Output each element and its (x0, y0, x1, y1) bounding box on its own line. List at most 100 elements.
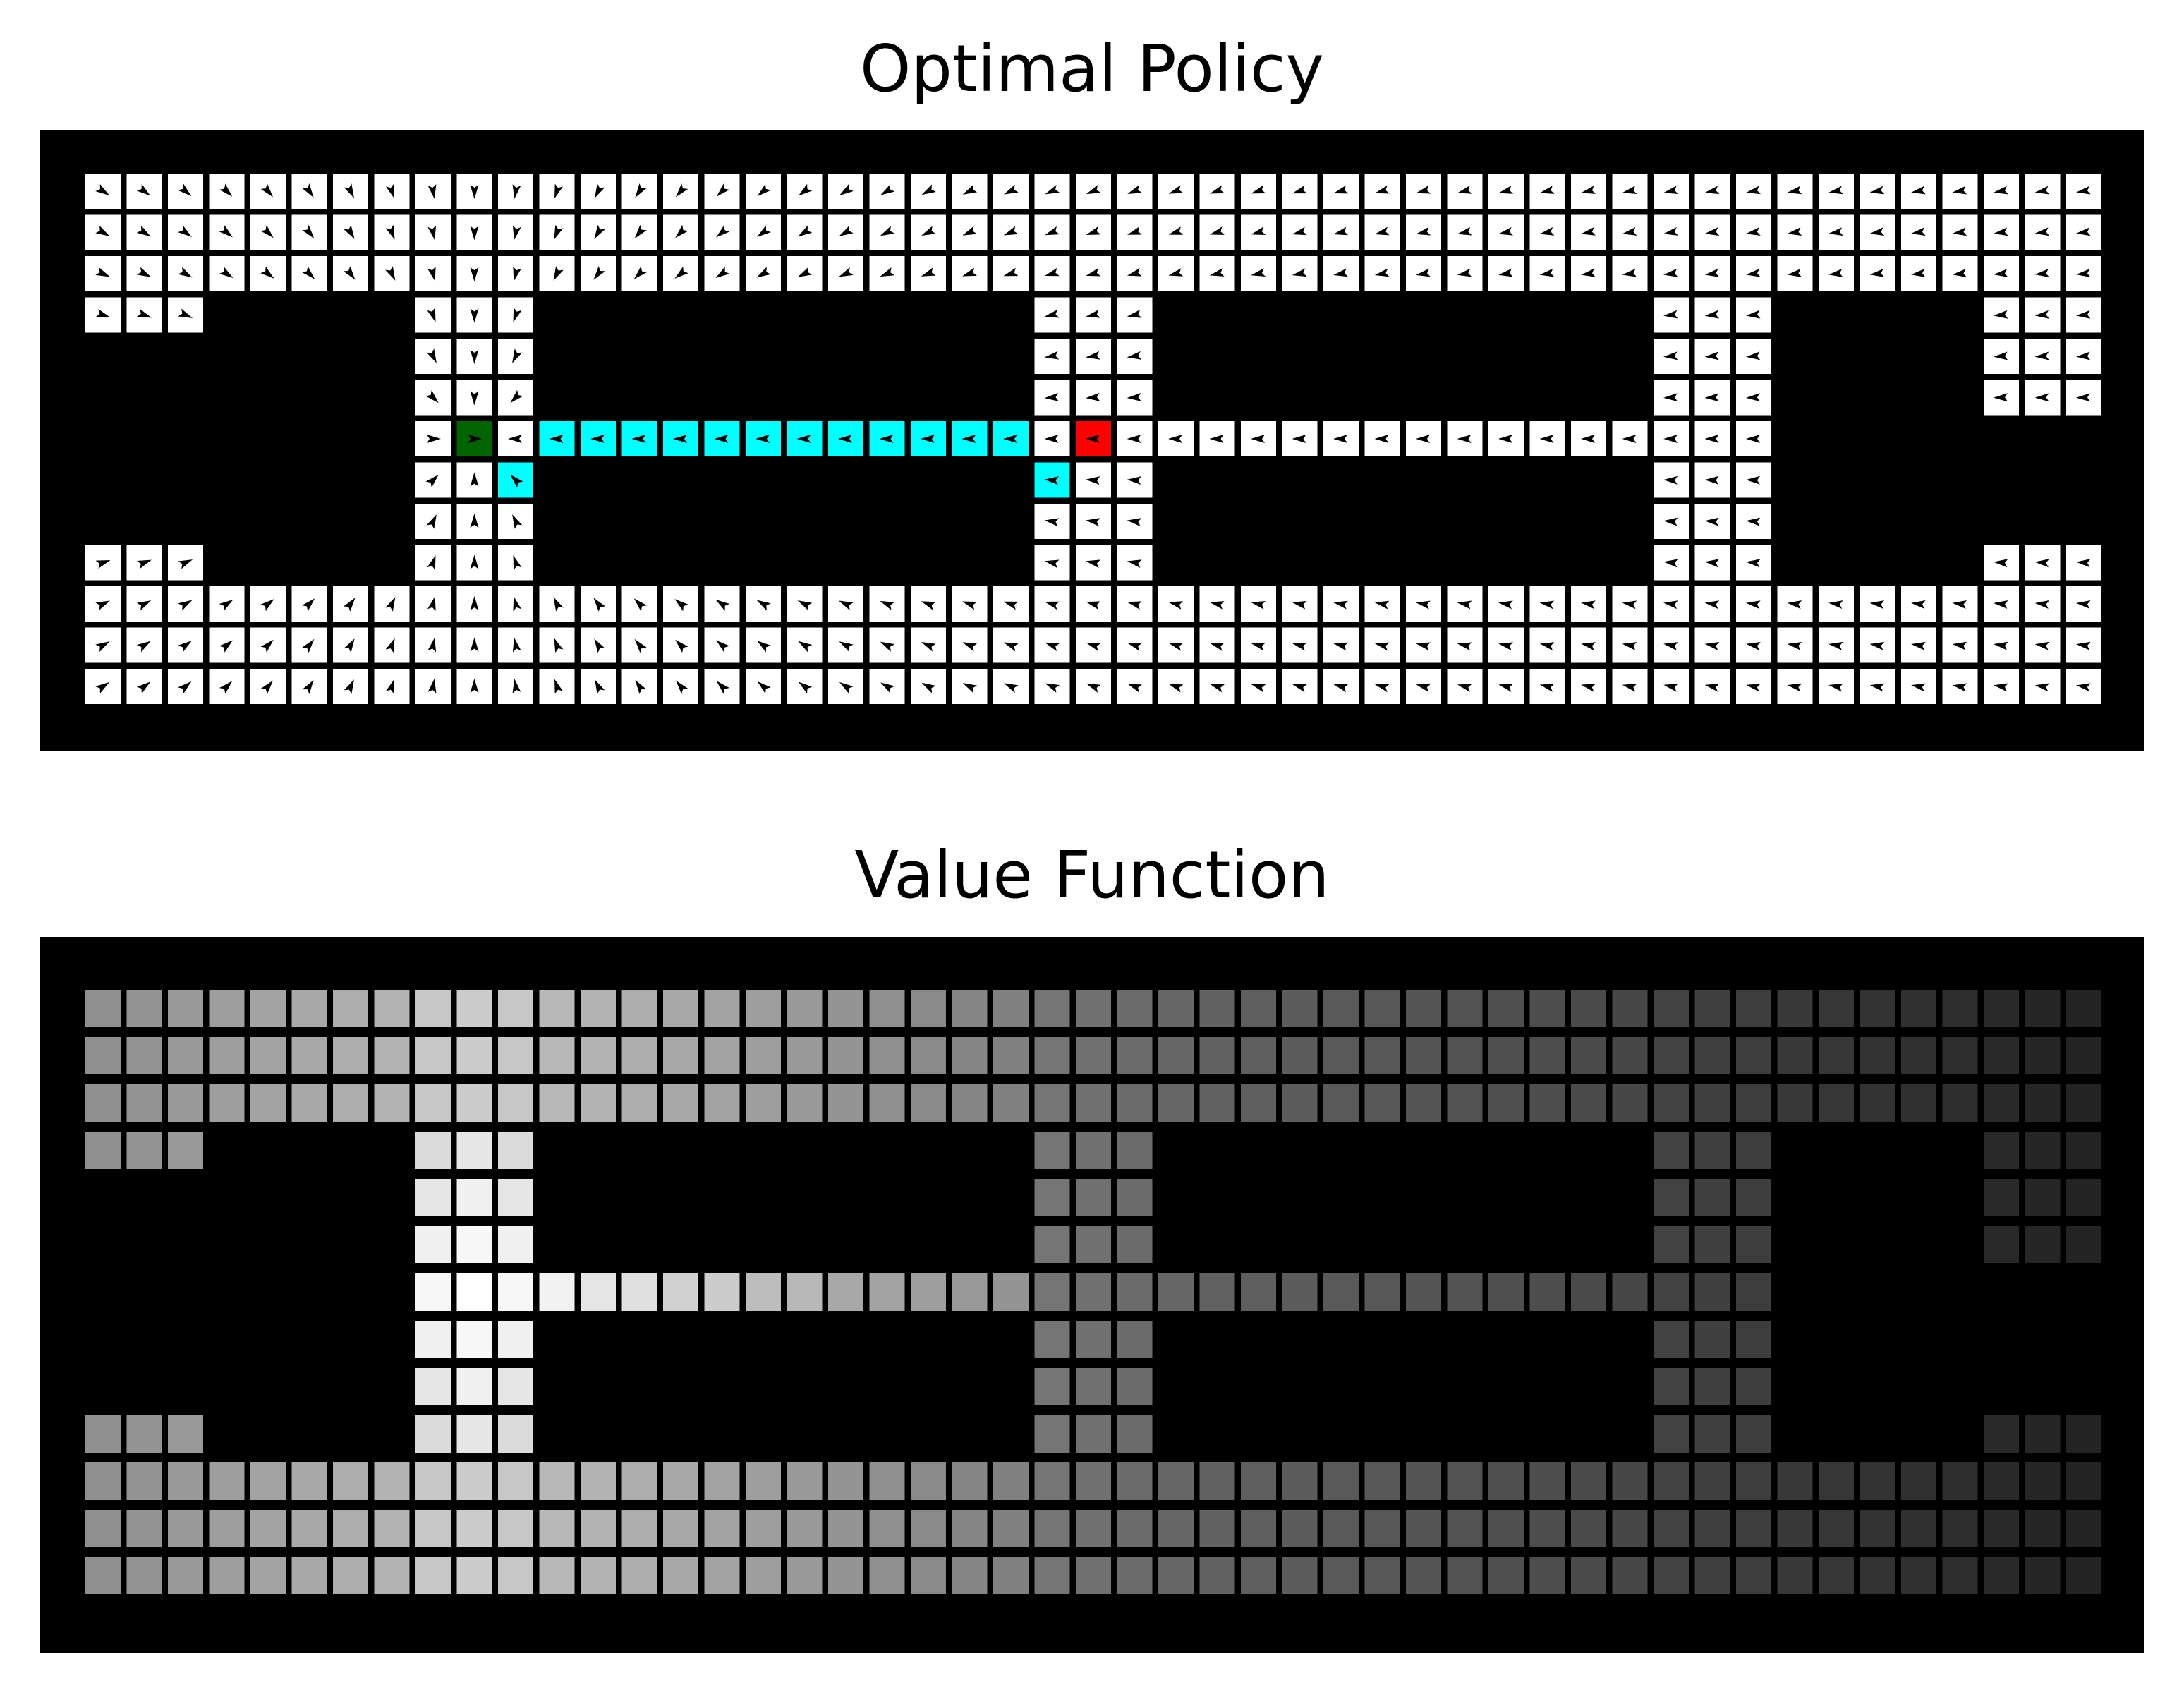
value-cell (828, 1273, 863, 1311)
policy-arrow-icon (1044, 518, 1060, 527)
value-cell (333, 1084, 368, 1122)
policy-arrow-icon (921, 641, 936, 652)
policy-arrow-icon (1911, 641, 1926, 650)
policy-arrow-icon (1828, 641, 1843, 650)
policy-arrow-icon (1994, 641, 2008, 650)
value-cell (85, 1037, 121, 1074)
value-cell (1117, 1273, 1153, 1311)
value-cell (85, 1084, 121, 1122)
value-cell (333, 1462, 368, 1500)
value-cell (1694, 1321, 1730, 1358)
value-cell (333, 1510, 368, 1547)
value-cell (1076, 1037, 1111, 1074)
policy-arrow-icon (1994, 310, 2008, 319)
policy-arrow-icon (1869, 268, 1885, 277)
policy-arrow-icon (594, 224, 605, 239)
value-cell (1282, 1557, 1318, 1594)
value-cell (663, 1273, 698, 1311)
policy-arrow-icon (1994, 227, 2008, 236)
policy-arrow-icon (1663, 351, 1678, 360)
policy-arrow-icon (1994, 600, 2008, 609)
value-cell (498, 1557, 533, 1594)
policy-arrow-icon (1333, 600, 1348, 610)
policy-arrow-icon (219, 640, 233, 653)
value-cell (993, 1557, 1029, 1594)
value-cell (1117, 1179, 1153, 1216)
policy-arrow-icon (508, 435, 522, 443)
value-cell (456, 990, 492, 1027)
value-cell (126, 1037, 162, 1074)
value-cell (2066, 1084, 2101, 1122)
value-cell (1364, 1557, 1400, 1594)
policy-arrow-icon (1704, 600, 1720, 610)
value-cell (1984, 990, 2019, 1027)
policy-arrow-icon (1457, 268, 1472, 277)
value-cell (168, 1084, 203, 1122)
policy-arrow-icon (1457, 226, 1472, 236)
value-cell (704, 990, 740, 1027)
value-cell (415, 1321, 451, 1358)
value-cell (498, 1273, 533, 1311)
policy-arrow-icon (1539, 600, 1555, 610)
policy-arrow-icon (1828, 683, 1843, 692)
value-cell (1571, 1273, 1606, 1311)
value-cell (126, 1510, 162, 1547)
policy-arrow-icon (385, 679, 394, 694)
value-cell (1694, 1273, 1730, 1311)
policy-arrow-icon (1787, 641, 1802, 650)
policy-arrow-icon (1045, 683, 1060, 693)
policy-arrow-icon (2076, 559, 2091, 568)
value-cell (1488, 990, 1524, 1027)
value-cell (1984, 1179, 2019, 1216)
value-cell (291, 1510, 327, 1547)
value-cell (168, 1557, 203, 1594)
policy-arrow-icon (961, 435, 976, 443)
value-cell (2066, 1179, 2101, 1216)
value-cell (250, 1462, 286, 1500)
policy-arrow-icon (136, 183, 151, 196)
value-cell (787, 990, 823, 1027)
policy-arrow-icon (1746, 268, 1761, 277)
value-cell (1942, 990, 1978, 1027)
policy-arrow-icon (1086, 392, 1100, 401)
value-cell (911, 1557, 946, 1594)
value-cell (828, 1084, 863, 1122)
value-cell (1447, 1462, 1483, 1500)
value-cell (1199, 1084, 1235, 1122)
policy-arrow-icon (674, 266, 688, 279)
policy-arrow-icon (1457, 185, 1472, 194)
policy-arrow-icon (470, 391, 479, 406)
policy-arrow-icon (1333, 642, 1349, 651)
policy-arrow-icon (178, 183, 192, 197)
value-cell (539, 1557, 575, 1594)
value-cell (1819, 1084, 1854, 1122)
policy-arrow-icon (962, 601, 977, 610)
policy-arrow-icon (513, 555, 522, 570)
value-cell (1447, 1273, 1483, 1311)
policy-arrow-icon (756, 435, 770, 443)
value-cell (1117, 1462, 1153, 1500)
policy-arrow-icon (595, 679, 605, 694)
policy-arrow-icon (1292, 185, 1307, 194)
value-cell (2025, 1415, 2061, 1453)
policy-arrow-icon (513, 308, 522, 322)
value-cell (1076, 1462, 1111, 1500)
value-cell (1901, 1510, 1936, 1547)
value-cell (621, 1037, 657, 1074)
policy-arrow-icon (1045, 184, 1060, 195)
policy-arrow-icon (880, 226, 895, 236)
policy-arrow-icon (1704, 559, 1720, 568)
policy-arrow-icon (1209, 226, 1225, 235)
value-cell (1241, 1462, 1276, 1500)
value-cell (1654, 1132, 1689, 1169)
value-cell (1034, 990, 1070, 1027)
policy-arrow-icon (715, 267, 730, 279)
policy-arrow-icon (1994, 683, 2008, 692)
policy-arrow-icon (427, 596, 436, 612)
value-cell (1612, 1462, 1648, 1500)
value-cell (456, 1226, 492, 1263)
value-cell (828, 1462, 863, 1500)
value-cell (1158, 1462, 1194, 1500)
policy-arrow-icon (631, 435, 646, 443)
policy-arrow-icon (1374, 684, 1390, 693)
